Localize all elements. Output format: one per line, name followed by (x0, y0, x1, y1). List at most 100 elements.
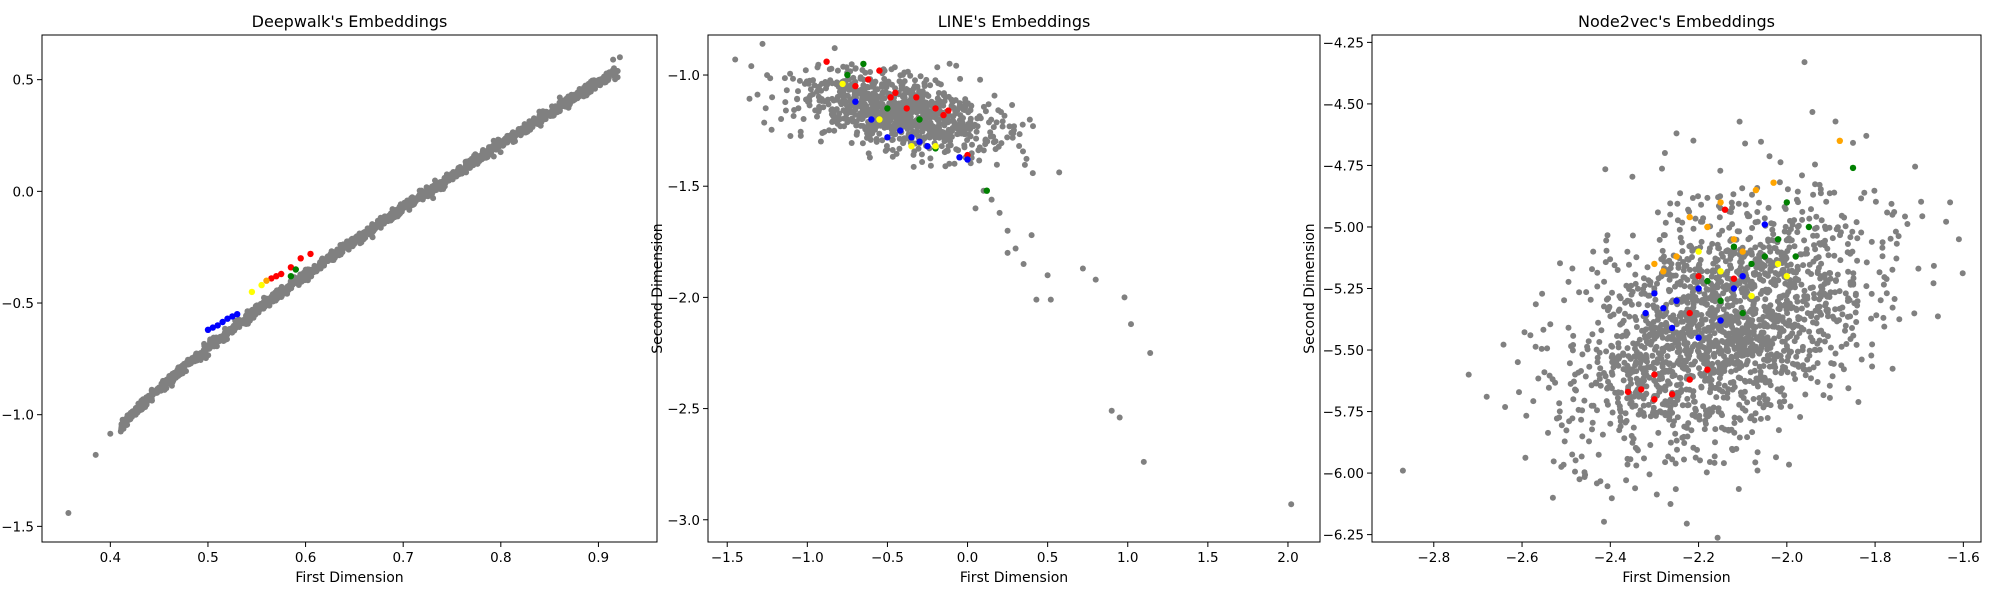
highlighted-point-red (823, 58, 830, 65)
data-point (1742, 378, 1749, 385)
data-point (1753, 347, 1759, 353)
data-point (158, 380, 165, 387)
data-point (1601, 278, 1608, 285)
data-point (153, 389, 160, 396)
data-point (871, 81, 877, 88)
data-point (1829, 373, 1836, 380)
data-point (1650, 302, 1657, 309)
x-tick-label: −2.0 (1770, 550, 1803, 566)
data-point (1863, 132, 1870, 139)
data-point (497, 137, 504, 144)
data-point (1673, 437, 1680, 444)
data-point (1868, 352, 1875, 359)
data-point (879, 137, 886, 144)
data-point (1569, 415, 1576, 422)
data-point (1677, 234, 1684, 241)
data-point (1818, 217, 1825, 224)
data-point (1740, 395, 1747, 401)
highlighted-point-blue (1739, 273, 1746, 280)
data-point (1665, 361, 1672, 368)
data-point (1626, 286, 1632, 292)
data-point (1806, 352, 1813, 359)
data-point (999, 118, 1006, 125)
highlighted-point-orange (1651, 260, 1658, 268)
data-point (1698, 201, 1705, 208)
data-point (881, 75, 888, 82)
data-point (1009, 134, 1016, 141)
data-point (1685, 420, 1692, 427)
data-point (1639, 327, 1645, 334)
data-point (1641, 344, 1648, 351)
data-point (1629, 232, 1636, 239)
data-point (612, 69, 619, 76)
data-point (1750, 270, 1757, 277)
data-point (865, 90, 872, 97)
data-point (1736, 329, 1743, 336)
data-point (1759, 261, 1766, 268)
data-point (882, 89, 889, 95)
data-point (1611, 262, 1618, 269)
data-point (215, 337, 222, 344)
data-point (1752, 257, 1759, 263)
data-point (990, 139, 997, 146)
data-point (1677, 381, 1684, 388)
data-point (1674, 343, 1681, 350)
data-point (893, 116, 900, 122)
data-point (982, 108, 989, 115)
data-point (250, 314, 257, 321)
data-point (1728, 353, 1735, 360)
data-point (814, 113, 820, 120)
data-point (477, 154, 484, 161)
data-point (1661, 150, 1668, 156)
data-point (1587, 296, 1594, 303)
data-point (1810, 364, 1817, 371)
data-point (761, 119, 768, 126)
data-point (556, 94, 563, 101)
data-point (540, 111, 547, 118)
data-point (943, 147, 950, 154)
data-point (1784, 357, 1791, 364)
data-point (1594, 269, 1601, 276)
data-point (1698, 238, 1705, 245)
data-point (537, 122, 544, 129)
data-point (967, 118, 974, 125)
data-point (1601, 518, 1607, 525)
data-point (1602, 259, 1609, 266)
data-point (928, 131, 935, 138)
data-point (837, 123, 844, 130)
data-point (1667, 200, 1674, 207)
data-point (1687, 242, 1694, 249)
data-point (1033, 296, 1040, 303)
data-point (1566, 360, 1573, 367)
data-point (237, 320, 244, 327)
data-point (1004, 227, 1011, 234)
data-point (1643, 352, 1649, 358)
data-point (1800, 362, 1807, 369)
data-point (872, 126, 878, 133)
data-point (1812, 161, 1818, 168)
data-point (1590, 248, 1597, 255)
data-point (1735, 486, 1742, 492)
data-point (1739, 325, 1746, 332)
data-point (833, 96, 840, 103)
data-point (876, 130, 883, 137)
data-point (1578, 416, 1585, 423)
data-point (1532, 301, 1539, 308)
data-point (1016, 143, 1023, 149)
highlighted-point-red (945, 107, 952, 114)
data-point (1767, 248, 1774, 255)
data-point (1685, 256, 1692, 263)
highlighted-point-blue (908, 134, 915, 141)
data-point (1565, 324, 1572, 331)
data-point (1615, 355, 1622, 362)
data-point (930, 123, 937, 130)
data-point (1764, 346, 1771, 353)
data-point (1829, 313, 1836, 320)
data-point (1601, 303, 1607, 310)
data-point (610, 56, 617, 63)
highlighted-point-yellow (908, 143, 915, 150)
data-point (1691, 329, 1698, 336)
data-point (812, 107, 819, 114)
data-point (1659, 165, 1665, 172)
data-point (246, 311, 253, 318)
